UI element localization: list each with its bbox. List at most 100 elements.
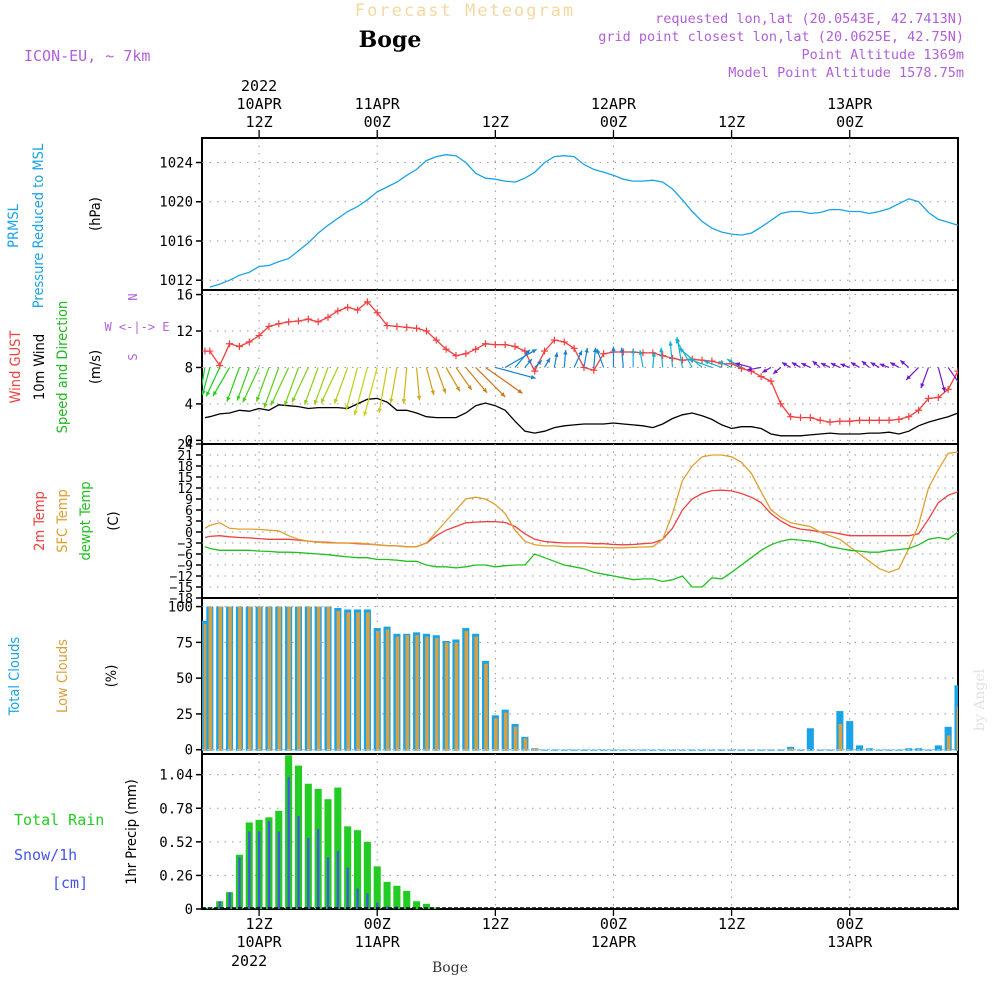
wind-arrow: [619, 347, 625, 368]
wind-arrow: [242, 367, 260, 403]
gust-marker: [344, 303, 352, 311]
gust-marker: [865, 416, 873, 424]
panel-label: 10m Wind: [32, 334, 48, 400]
gust-marker: [462, 350, 470, 358]
panel-label: Speed and Direction: [55, 301, 71, 434]
gust-marker: [678, 356, 686, 364]
panel-1: 1012 1016 1020 1024 PRMSL Pressure Reduced to…: [6, 137, 959, 308]
y-tick-label: −9: [177, 559, 193, 574]
cloud-bar-low: [247, 606, 252, 751]
gust-marker: [413, 324, 421, 332]
bottom-tick-label: 12Z: [246, 915, 273, 933]
snow-bar: [277, 831, 280, 909]
gust-marker: [442, 345, 450, 353]
wind-arrow: [899, 359, 910, 368]
cloud-bar-total: [737, 749, 745, 751]
wind-arrow: [840, 363, 850, 369]
gust-marker: [856, 416, 864, 424]
y-tick-label: 12: [177, 482, 193, 497]
snow-bar: [356, 888, 359, 909]
gust-marker: [265, 322, 273, 330]
gust-marker: [226, 340, 234, 348]
snow-bar: [228, 892, 231, 909]
gust-marker: [422, 327, 430, 335]
wind-arrow: [455, 367, 473, 391]
y-tick-label: 6: [185, 504, 193, 519]
location-title: Boge: [359, 27, 422, 53]
wind-arrow: [333, 367, 349, 404]
wind-arrow: [592, 347, 598, 368]
snow-bar: [385, 906, 389, 909]
snow-bar: [248, 831, 251, 909]
y-tick-label: 0: [185, 743, 193, 759]
snow-bar: [336, 850, 340, 909]
unit-label: (hPa): [88, 197, 104, 231]
cloud-bar-low: [267, 606, 272, 751]
gust-marker: [472, 345, 480, 353]
gust-marker: [875, 416, 883, 424]
gust-marker: [511, 342, 519, 350]
snow-bar: [238, 857, 241, 909]
wind-arrow: [353, 367, 368, 416]
bottom-tick-label: 00Z: [836, 915, 863, 933]
cloud-bar-low: [415, 635, 419, 751]
wind-arrow: [304, 367, 319, 405]
cloud-bar-low: [956, 706, 958, 751]
cloud-bar-low: [533, 748, 537, 751]
plot-area: [202, 606, 958, 751]
panel-label: PRMSL: [6, 203, 22, 247]
bottom-tick-label: 00Z: [600, 915, 627, 933]
cloud-bar-low: [277, 606, 282, 751]
wind-arrow: [283, 367, 300, 406]
rain-bar: [413, 901, 421, 909]
snow-bar: [317, 828, 320, 909]
wind-arrow: [263, 367, 280, 408]
wind-arrow: [820, 362, 831, 368]
cloud-bar-low: [375, 630, 380, 751]
y-tick-label: 9: [185, 493, 193, 508]
gust-marker: [491, 341, 499, 349]
wind-arrow: [212, 367, 231, 397]
gust-marker: [934, 394, 942, 402]
gust-marker: [836, 417, 844, 425]
panel-label: Snow/1h: [14, 846, 77, 864]
cloud-bar-total: [806, 728, 814, 751]
cloud-bar-low: [238, 606, 242, 751]
panel-label: Total Clouds: [7, 637, 23, 717]
wind-arrow: [425, 367, 435, 396]
snow-bar: [326, 857, 330, 909]
y-tick-label: 1024: [159, 156, 193, 172]
y-tick-label: 1016: [159, 234, 193, 250]
rain-bar: [363, 841, 371, 909]
wind-arrow: [703, 360, 722, 369]
gust-marker: [698, 356, 706, 364]
wind-arrow: [226, 367, 240, 402]
bottom-year-label: 2022: [231, 952, 267, 970]
panel-label: 2m Temp: [32, 491, 48, 551]
cloud-bar-low: [356, 612, 360, 751]
y-tick-label: 16: [176, 288, 193, 304]
wind-arrow: [534, 359, 543, 368]
cloud-bar-low: [287, 606, 291, 751]
snow-bar: [218, 901, 221, 909]
wind-arrow: [524, 358, 533, 368]
wind-arrow: [879, 363, 890, 369]
grid-point-coords: grid point closest lon,lat (20.0625E, 42…: [598, 29, 964, 45]
cloud-bar-total: [796, 749, 805, 751]
wind-arrow: [870, 361, 880, 368]
panel-label: [cm]: [52, 874, 88, 892]
cloud-bar-total: [954, 685, 958, 751]
bottom-tick-label: 12Z: [482, 915, 509, 933]
gust-marker: [304, 315, 312, 323]
bottom-tick-label: 11APR: [355, 933, 401, 951]
cloud-bar-total: [826, 749, 834, 751]
compass-n: N: [126, 293, 140, 300]
top-year-label: 2022: [241, 77, 277, 95]
gust-marker: [944, 385, 952, 393]
wind-arrow: [363, 367, 378, 417]
gust-marker: [206, 347, 214, 355]
cloud-bar-total: [934, 745, 942, 751]
gust-marker: [275, 320, 283, 328]
